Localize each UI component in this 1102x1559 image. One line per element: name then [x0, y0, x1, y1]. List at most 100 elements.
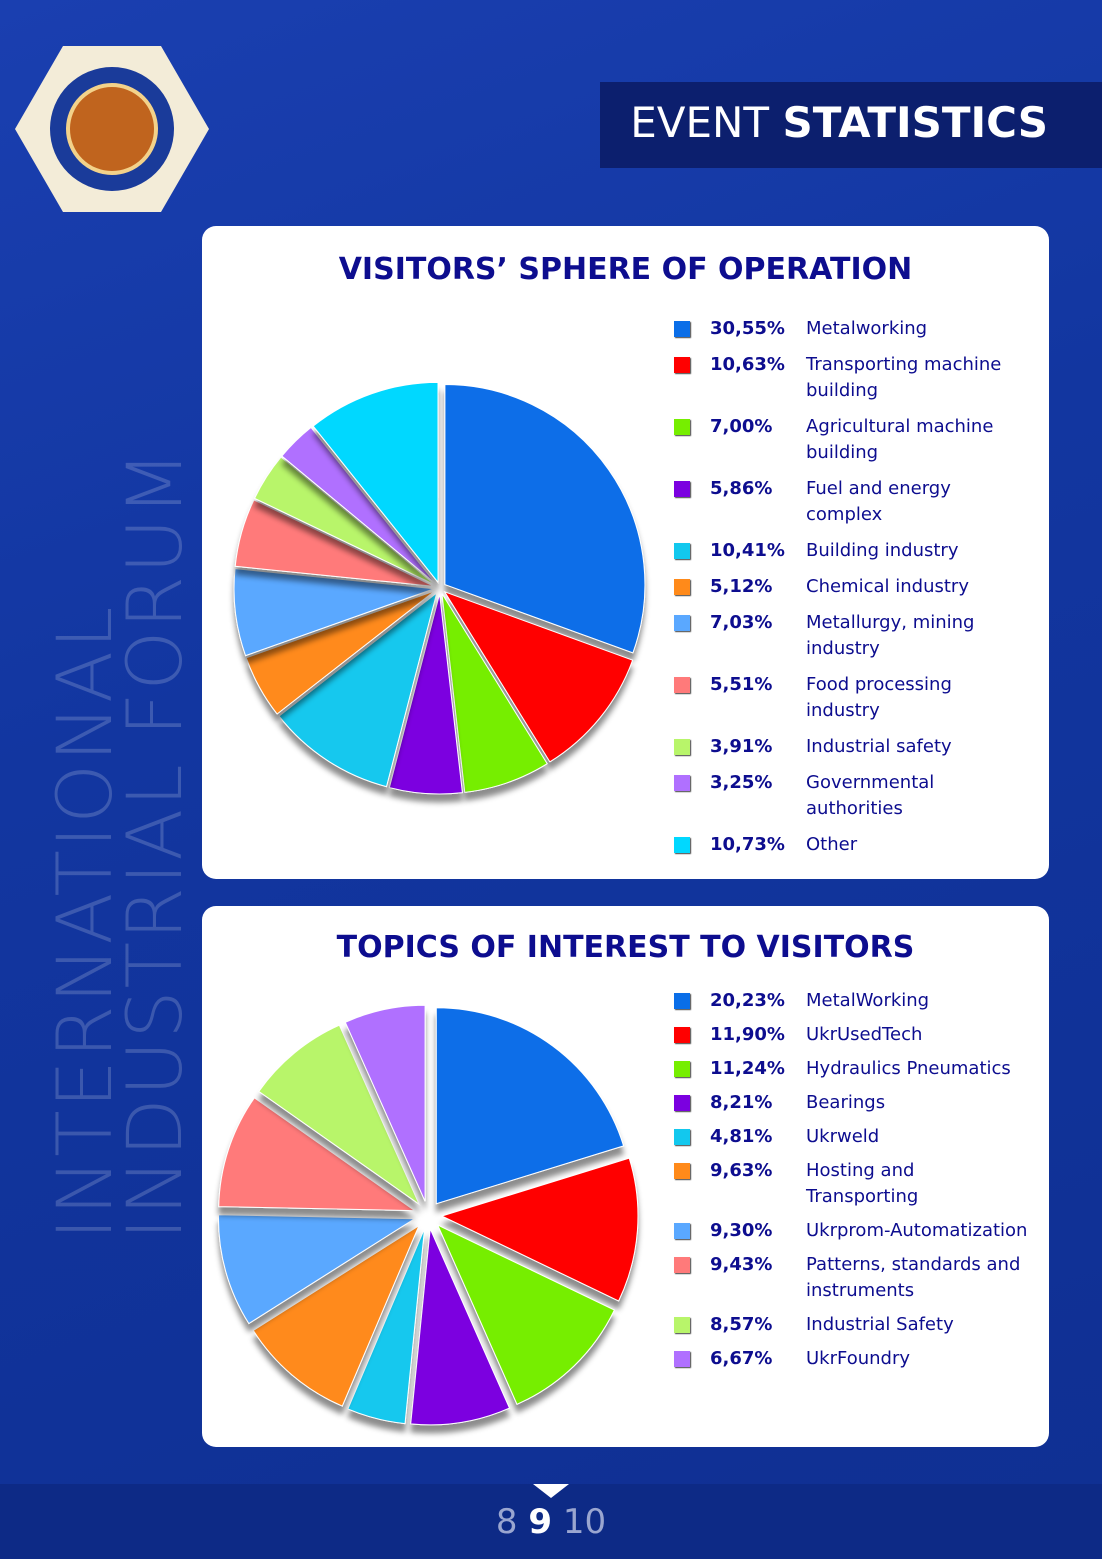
legend-swatch [674, 1129, 690, 1145]
pie-slice [344, 1004, 426, 1202]
legend-item: 10,73% Other [674, 832, 1044, 858]
legend-label: Industrial safety [806, 736, 952, 757]
legend-value: 5,86% [710, 478, 773, 499]
legend-swatch [674, 1257, 690, 1273]
legend-label: UkrUsedTech [806, 1024, 923, 1045]
legend-item: 5,51% Food processing industry [674, 672, 1044, 724]
legend-item: 8,57% Industrial Safety [674, 1312, 1044, 1338]
pie-slice [410, 1226, 511, 1426]
legend-label: Other [806, 834, 858, 855]
legend-swatch [674, 1223, 690, 1239]
legend-item: 7,00% Agricultural machine building [674, 414, 1044, 466]
legend-label: Food processing industry [806, 674, 952, 721]
legend-swatch [674, 837, 690, 853]
legend-value: 10,63% [710, 354, 785, 375]
pie-slice [218, 1214, 417, 1325]
legend-item: 30,55% Metalworking [674, 316, 1044, 342]
title-light: EVENT [630, 98, 770, 147]
chart-title: VISITORS’ SPHERE OF OPERATION [338, 252, 913, 287]
legend-label: Hydraulics Pneumatics [806, 1058, 1011, 1079]
legend-label: Bearings [806, 1092, 886, 1113]
legend-label: Metallurgy, mining industry [806, 612, 975, 659]
legend-swatch [674, 775, 690, 791]
legend-label: Patterns, standards and instruments [806, 1254, 1021, 1301]
legend-swatch [674, 481, 690, 497]
legend-swatch [674, 1317, 690, 1333]
legend-value: 30,55% [710, 318, 785, 339]
legend-value: 4,81% [710, 1126, 773, 1147]
legend-label: Chemical industry [806, 576, 969, 597]
chart-card: TOPICS OF INTEREST TO VISITORS 20,23% Meta… [202, 906, 1049, 1447]
legend-item: 9,30% Ukrprom-Automatization [674, 1218, 1044, 1244]
legend-value: 8,57% [710, 1314, 773, 1335]
page-prev[interactable]: 8 [495, 1502, 518, 1542]
legend-swatch [674, 993, 690, 1009]
legend-value: 10,41% [710, 540, 785, 561]
legend-value: 7,00% [710, 416, 773, 437]
pie-slice [234, 499, 435, 587]
legend-swatch [674, 543, 690, 559]
legend-swatch [674, 615, 690, 631]
legend-label: Agricultural machine building [806, 416, 994, 463]
legend-value: 8,21% [710, 1092, 773, 1113]
header-band [600, 82, 1102, 168]
legend-value: 10,73% [710, 834, 785, 855]
legend-value: 5,51% [710, 674, 773, 695]
pie-slice [347, 1228, 426, 1425]
side-text: INTERNATIONAL INDUSTRIAL FORUM [40, 448, 199, 1240]
legend-swatch [674, 677, 690, 693]
legend-item: 20,23% MetalWorking [674, 988, 1044, 1014]
legend-label: Transporting machine building [806, 354, 1002, 401]
legend-swatch [674, 1027, 690, 1043]
legend-label: Fuel and energy complex [806, 478, 951, 525]
pie-chart [233, 381, 646, 795]
legend-swatch [674, 1351, 690, 1367]
legend-value: 5,12% [710, 576, 773, 597]
legend-label: Ukrweld [806, 1126, 880, 1147]
legend-item: 8,21% Bearings [674, 1090, 1044, 1116]
pie-slice [218, 1097, 417, 1212]
legend-item: 5,86% Fuel and energy complex [674, 476, 1044, 528]
chart-title: TOPICS OF INTEREST TO VISITORS [336, 930, 915, 965]
chart-card: VISITORS’ SPHERE OF OPERATION 30,55% Metal… [202, 226, 1049, 879]
pagination: 8 9 10 [0, 1502, 1102, 1542]
legend-label: Industrial Safety [806, 1314, 954, 1335]
legend-value: 9,43% [710, 1254, 773, 1275]
legend-value: 9,30% [710, 1220, 773, 1241]
legend-value: 9,63% [710, 1160, 773, 1181]
legend-swatch [674, 419, 690, 435]
pie-slice [252, 1224, 421, 1407]
legend-item: 10,63% Transporting machine building [674, 352, 1044, 404]
legend-item: 4,81% Ukrweld [674, 1124, 1044, 1150]
legend-item: 11,90% UkrUsedTech [674, 1022, 1044, 1048]
pie-slice [443, 590, 634, 763]
legend-item: 5,12% Chemical industry [674, 574, 1044, 600]
legend-item: 11,24% Hydraulics Pneumatics [674, 1056, 1044, 1082]
legend-item: 6,67% UkrFoundry [674, 1346, 1044, 1372]
page-next[interactable]: 10 [562, 1502, 607, 1542]
pie-slice [441, 593, 548, 793]
pie-slice [436, 1224, 616, 1405]
legend-swatch [674, 357, 690, 373]
pie-slice [253, 456, 436, 586]
legend-value: 3,25% [710, 772, 773, 793]
legend-swatch [674, 579, 690, 595]
side-line: INDUSTRIAL FORUM [110, 448, 199, 1240]
title-bold: STATISTICS [782, 98, 1048, 147]
page-title: EVENT STATISTICS [630, 98, 1048, 147]
legend: 20,23% MetalWorking 11,90% UkrUsedTech 11,24… [674, 988, 1044, 1380]
legend-label: Building industry [806, 540, 959, 561]
legend-label: MetalWorking [806, 990, 930, 1011]
legend-label: Ukrprom-Automatization [806, 1220, 1028, 1241]
page-marker [533, 1484, 569, 1498]
pie-slice [233, 568, 435, 657]
legend-value: 3,91% [710, 736, 773, 757]
logo [15, 46, 209, 212]
pie-slice [444, 384, 646, 654]
legend-item: 10,41% Building industry [674, 538, 1044, 564]
legend-value: 6,67% [710, 1348, 773, 1369]
pie-slice [312, 381, 439, 584]
pie-slice [245, 590, 436, 715]
legend-swatch [674, 1061, 690, 1077]
